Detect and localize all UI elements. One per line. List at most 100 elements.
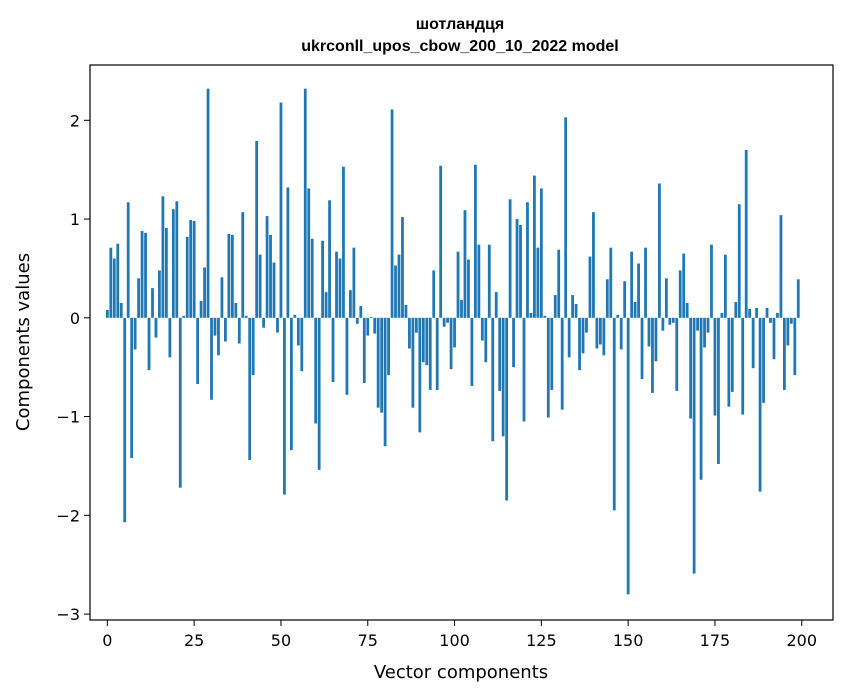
bar-114 [501, 317, 505, 437]
bar-198 [793, 317, 797, 376]
bar-56 [300, 317, 304, 372]
bar-63 [324, 292, 328, 318]
bar-75 [366, 317, 370, 336]
bar-36 [230, 234, 234, 318]
bar-111 [491, 317, 495, 442]
bar-32 [217, 317, 220, 356]
bar-95 [435, 317, 439, 390]
y-axis-label: Components values [13, 253, 34, 431]
y-tick-label: 0 [70, 309, 80, 328]
x-tick-label: 75 [358, 631, 378, 650]
x-axis-ticks: 0 25 50 75 100 125 150 175 200 [102, 620, 817, 650]
bar-107 [477, 244, 481, 318]
bar-74 [362, 317, 366, 383]
bar-109 [484, 317, 488, 363]
bar-186 [751, 317, 755, 369]
bar-170 [696, 317, 699, 331]
bar-152 [633, 302, 637, 318]
bar-84 [397, 254, 401, 318]
bar-85 [401, 217, 404, 318]
bar-82 [390, 109, 394, 318]
bar-144 [605, 279, 609, 318]
y-tick-label: 2 [70, 111, 80, 130]
bar-127 [546, 317, 550, 418]
bar-17 [164, 227, 168, 318]
bar-184 [744, 149, 748, 318]
bar-188 [758, 317, 762, 492]
bar-18 [168, 317, 172, 358]
bar-92 [425, 317, 429, 366]
bar-79 [380, 317, 384, 413]
bar-81 [387, 317, 390, 376]
bar-132 [564, 117, 568, 318]
bar-7 [130, 317, 134, 459]
bar-153 [637, 263, 640, 318]
bar-67 [338, 258, 342, 318]
bar-123 [533, 175, 536, 318]
bar-158 [654, 317, 658, 362]
bar-154 [640, 317, 644, 380]
bar-24 [189, 220, 193, 318]
bar-93 [428, 317, 432, 390]
y-tick-label: −2 [56, 506, 80, 525]
bar-30 [210, 317, 213, 400]
y-axis-ticks: −3 −2 −1 0 1 2 [56, 111, 90, 624]
bar-172 [703, 317, 706, 348]
bar-119 [519, 224, 522, 318]
bar-128 [550, 317, 554, 390]
bar-1 [109, 247, 113, 318]
bar-60 [314, 317, 318, 424]
y-tick-label: −3 [56, 605, 80, 624]
bar-194 [779, 215, 783, 318]
bar-140 [592, 212, 595, 318]
bar-31 [213, 317, 217, 336]
bar-26 [196, 317, 200, 384]
bar-192 [772, 317, 776, 360]
bar-104 [467, 259, 470, 318]
bar-11 [144, 232, 147, 318]
bar-50 [279, 102, 283, 318]
bar-187 [755, 307, 759, 318]
bar-103 [463, 210, 467, 318]
bar-20 [175, 201, 179, 318]
bar-157 [651, 317, 654, 393]
bar-155 [644, 247, 647, 318]
plot-frame [89, 64, 834, 621]
bar-16 [161, 196, 165, 318]
bar-61 [317, 317, 321, 470]
bar-196 [786, 317, 790, 346]
chart-subtitle: ukrconll_upos_cbow_200_10_2022 model [301, 38, 618, 55]
bar-49 [276, 317, 279, 333]
bar-181 [734, 302, 738, 318]
bar-106 [474, 164, 477, 318]
bar-27 [199, 301, 203, 318]
y-tick-label: 1 [70, 210, 80, 229]
bar-183 [741, 317, 745, 415]
bar-113 [498, 317, 502, 391]
bar-141 [595, 317, 599, 349]
x-tick-label: 175 [700, 631, 731, 650]
bar-174 [710, 244, 713, 318]
bar-5 [123, 317, 127, 523]
x-tick-label: 150 [613, 631, 644, 650]
bar-165 [678, 270, 682, 318]
bar-34 [224, 317, 227, 342]
bar-3 [116, 243, 120, 318]
bar-112 [494, 292, 498, 318]
bar-89 [414, 317, 418, 333]
bar-160 [661, 317, 665, 331]
bar-57 [303, 88, 307, 318]
bar-4 [119, 303, 123, 318]
bar-28 [203, 267, 206, 318]
bar-51 [283, 317, 286, 495]
bar-41 [248, 317, 252, 461]
bar-115 [505, 317, 509, 501]
bars-group [105, 88, 800, 595]
bar-45 [262, 317, 265, 328]
bar-43 [255, 141, 259, 318]
bar-134 [571, 295, 574, 318]
bar-125 [539, 188, 543, 318]
bar-171 [699, 317, 703, 480]
bar-23 [185, 236, 189, 318]
